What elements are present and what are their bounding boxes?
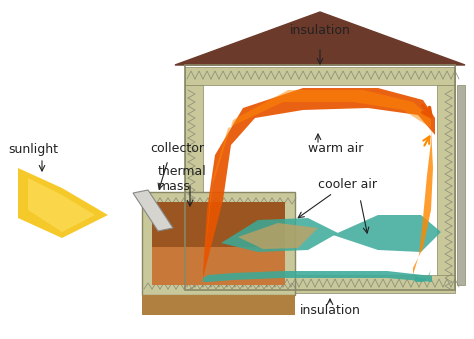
Polygon shape (18, 168, 108, 238)
Text: warm air: warm air (308, 141, 364, 155)
Bar (185, 275, 455, 293)
Polygon shape (203, 88, 435, 278)
Polygon shape (238, 223, 318, 249)
Polygon shape (152, 202, 285, 247)
Bar (185, 85, 203, 290)
Polygon shape (175, 12, 465, 65)
Polygon shape (221, 218, 338, 252)
Text: insulation: insulation (300, 303, 360, 317)
Bar (185, 65, 455, 290)
Bar (457, 85, 465, 285)
Text: thermal
mass: thermal mass (158, 165, 207, 193)
Bar (152, 202, 285, 285)
Polygon shape (133, 190, 173, 231)
Bar (437, 85, 455, 290)
Polygon shape (205, 90, 431, 255)
Polygon shape (203, 271, 432, 282)
Bar (185, 67, 455, 85)
Bar (203, 85, 437, 278)
Polygon shape (142, 295, 295, 315)
Text: sunlight: sunlight (8, 143, 58, 157)
Text: collector: collector (150, 141, 204, 155)
Polygon shape (413, 128, 433, 275)
Text: cooler air: cooler air (318, 179, 377, 192)
Polygon shape (28, 178, 95, 232)
Text: insulation: insulation (290, 23, 350, 37)
Polygon shape (415, 270, 431, 282)
Bar (142, 192, 295, 295)
Polygon shape (333, 215, 441, 252)
